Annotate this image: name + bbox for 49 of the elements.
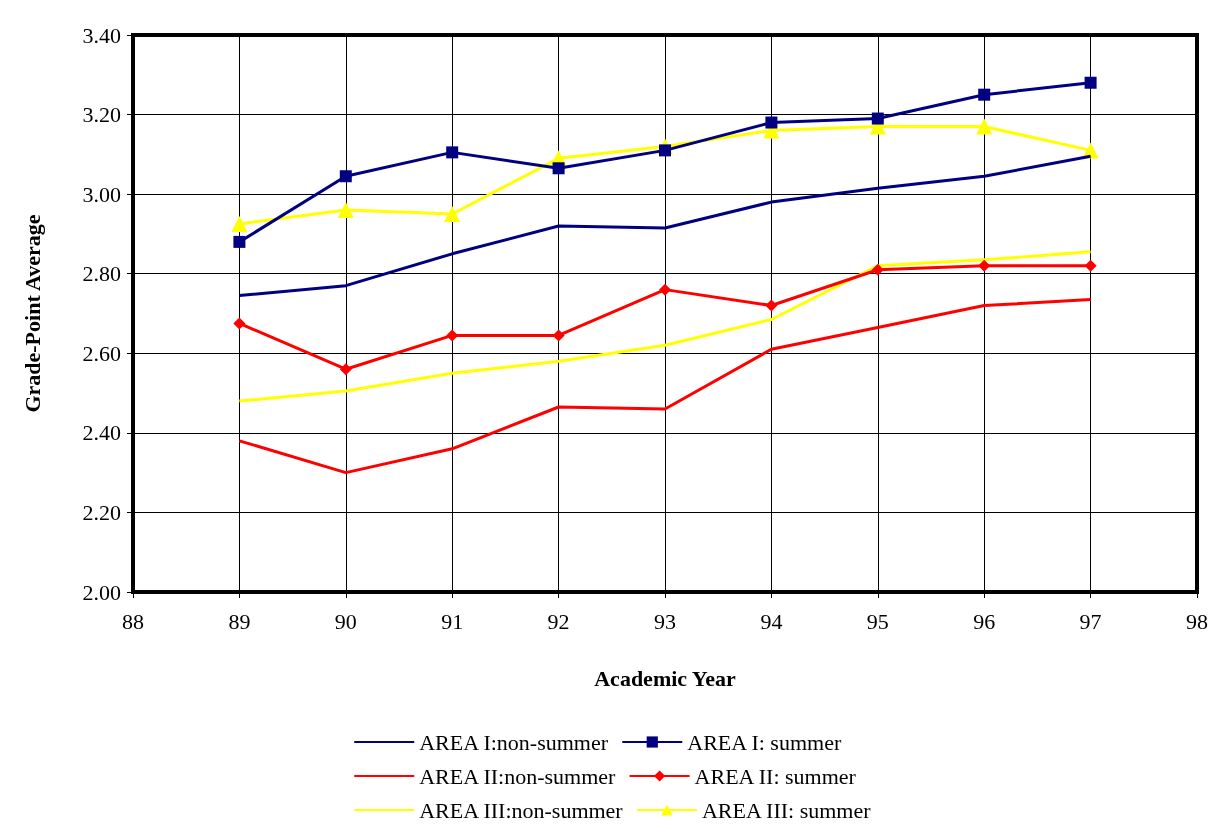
- point: [765, 116, 778, 129]
- point: [337, 202, 354, 219]
- x-tick-label: 91: [441, 608, 464, 634]
- point: [871, 112, 884, 125]
- x-tick-label: 88: [122, 608, 144, 634]
- point: [871, 263, 884, 276]
- point: [339, 363, 352, 376]
- x-tick-label: 95: [866, 608, 889, 634]
- line-series: [237, 298, 1093, 475]
- point: [765, 299, 778, 312]
- y-tick-label: 2.00: [82, 579, 121, 605]
- point: [552, 162, 565, 175]
- x-tick-label: 92: [547, 608, 570, 634]
- line-series: [237, 250, 1093, 403]
- x-axis-title: Academic Year: [594, 665, 736, 691]
- x-tick-label: 93: [654, 608, 676, 634]
- x-tick-label: 97: [1079, 608, 1102, 634]
- point: [444, 206, 461, 223]
- legend-label: AREA I: summer: [687, 729, 842, 755]
- point: [976, 118, 993, 135]
- x-tick-label: 98: [1186, 608, 1208, 634]
- y-tick-label: 2.60: [82, 340, 121, 366]
- y-tick-label: 2.80: [82, 261, 121, 287]
- legend-label: AREA III:non-summer: [419, 797, 624, 823]
- y-tick-label: 2.20: [82, 499, 121, 525]
- point: [978, 259, 991, 272]
- point: [659, 283, 671, 296]
- point: [446, 146, 459, 159]
- x-tick-label: 90: [334, 608, 357, 634]
- point: [659, 144, 671, 157]
- point: [231, 215, 248, 232]
- legend-label: AREA II: summer: [694, 763, 857, 789]
- y-tick-label: 3.00: [82, 181, 121, 207]
- point: [233, 317, 246, 330]
- x-tick-label: 96: [973, 608, 996, 634]
- legend-label: AREA I:non-summer: [419, 729, 609, 755]
- x-tick-label: 94: [760, 608, 783, 634]
- y-tick-label: 2.40: [82, 420, 121, 446]
- point: [1084, 76, 1097, 89]
- legend-label: AREA III: summer: [701, 797, 872, 823]
- point: [339, 170, 352, 183]
- x-tick-label: 89: [228, 608, 251, 634]
- y-tick-label: 3.40: [82, 22, 121, 48]
- point: [978, 88, 991, 101]
- point: [1084, 259, 1097, 272]
- y-axis-title: Grade-Point Average: [19, 214, 45, 413]
- legend-label: AREA II:non-summer: [419, 763, 617, 789]
- y-tick-label: 3.20: [82, 102, 121, 128]
- point: [233, 235, 246, 248]
